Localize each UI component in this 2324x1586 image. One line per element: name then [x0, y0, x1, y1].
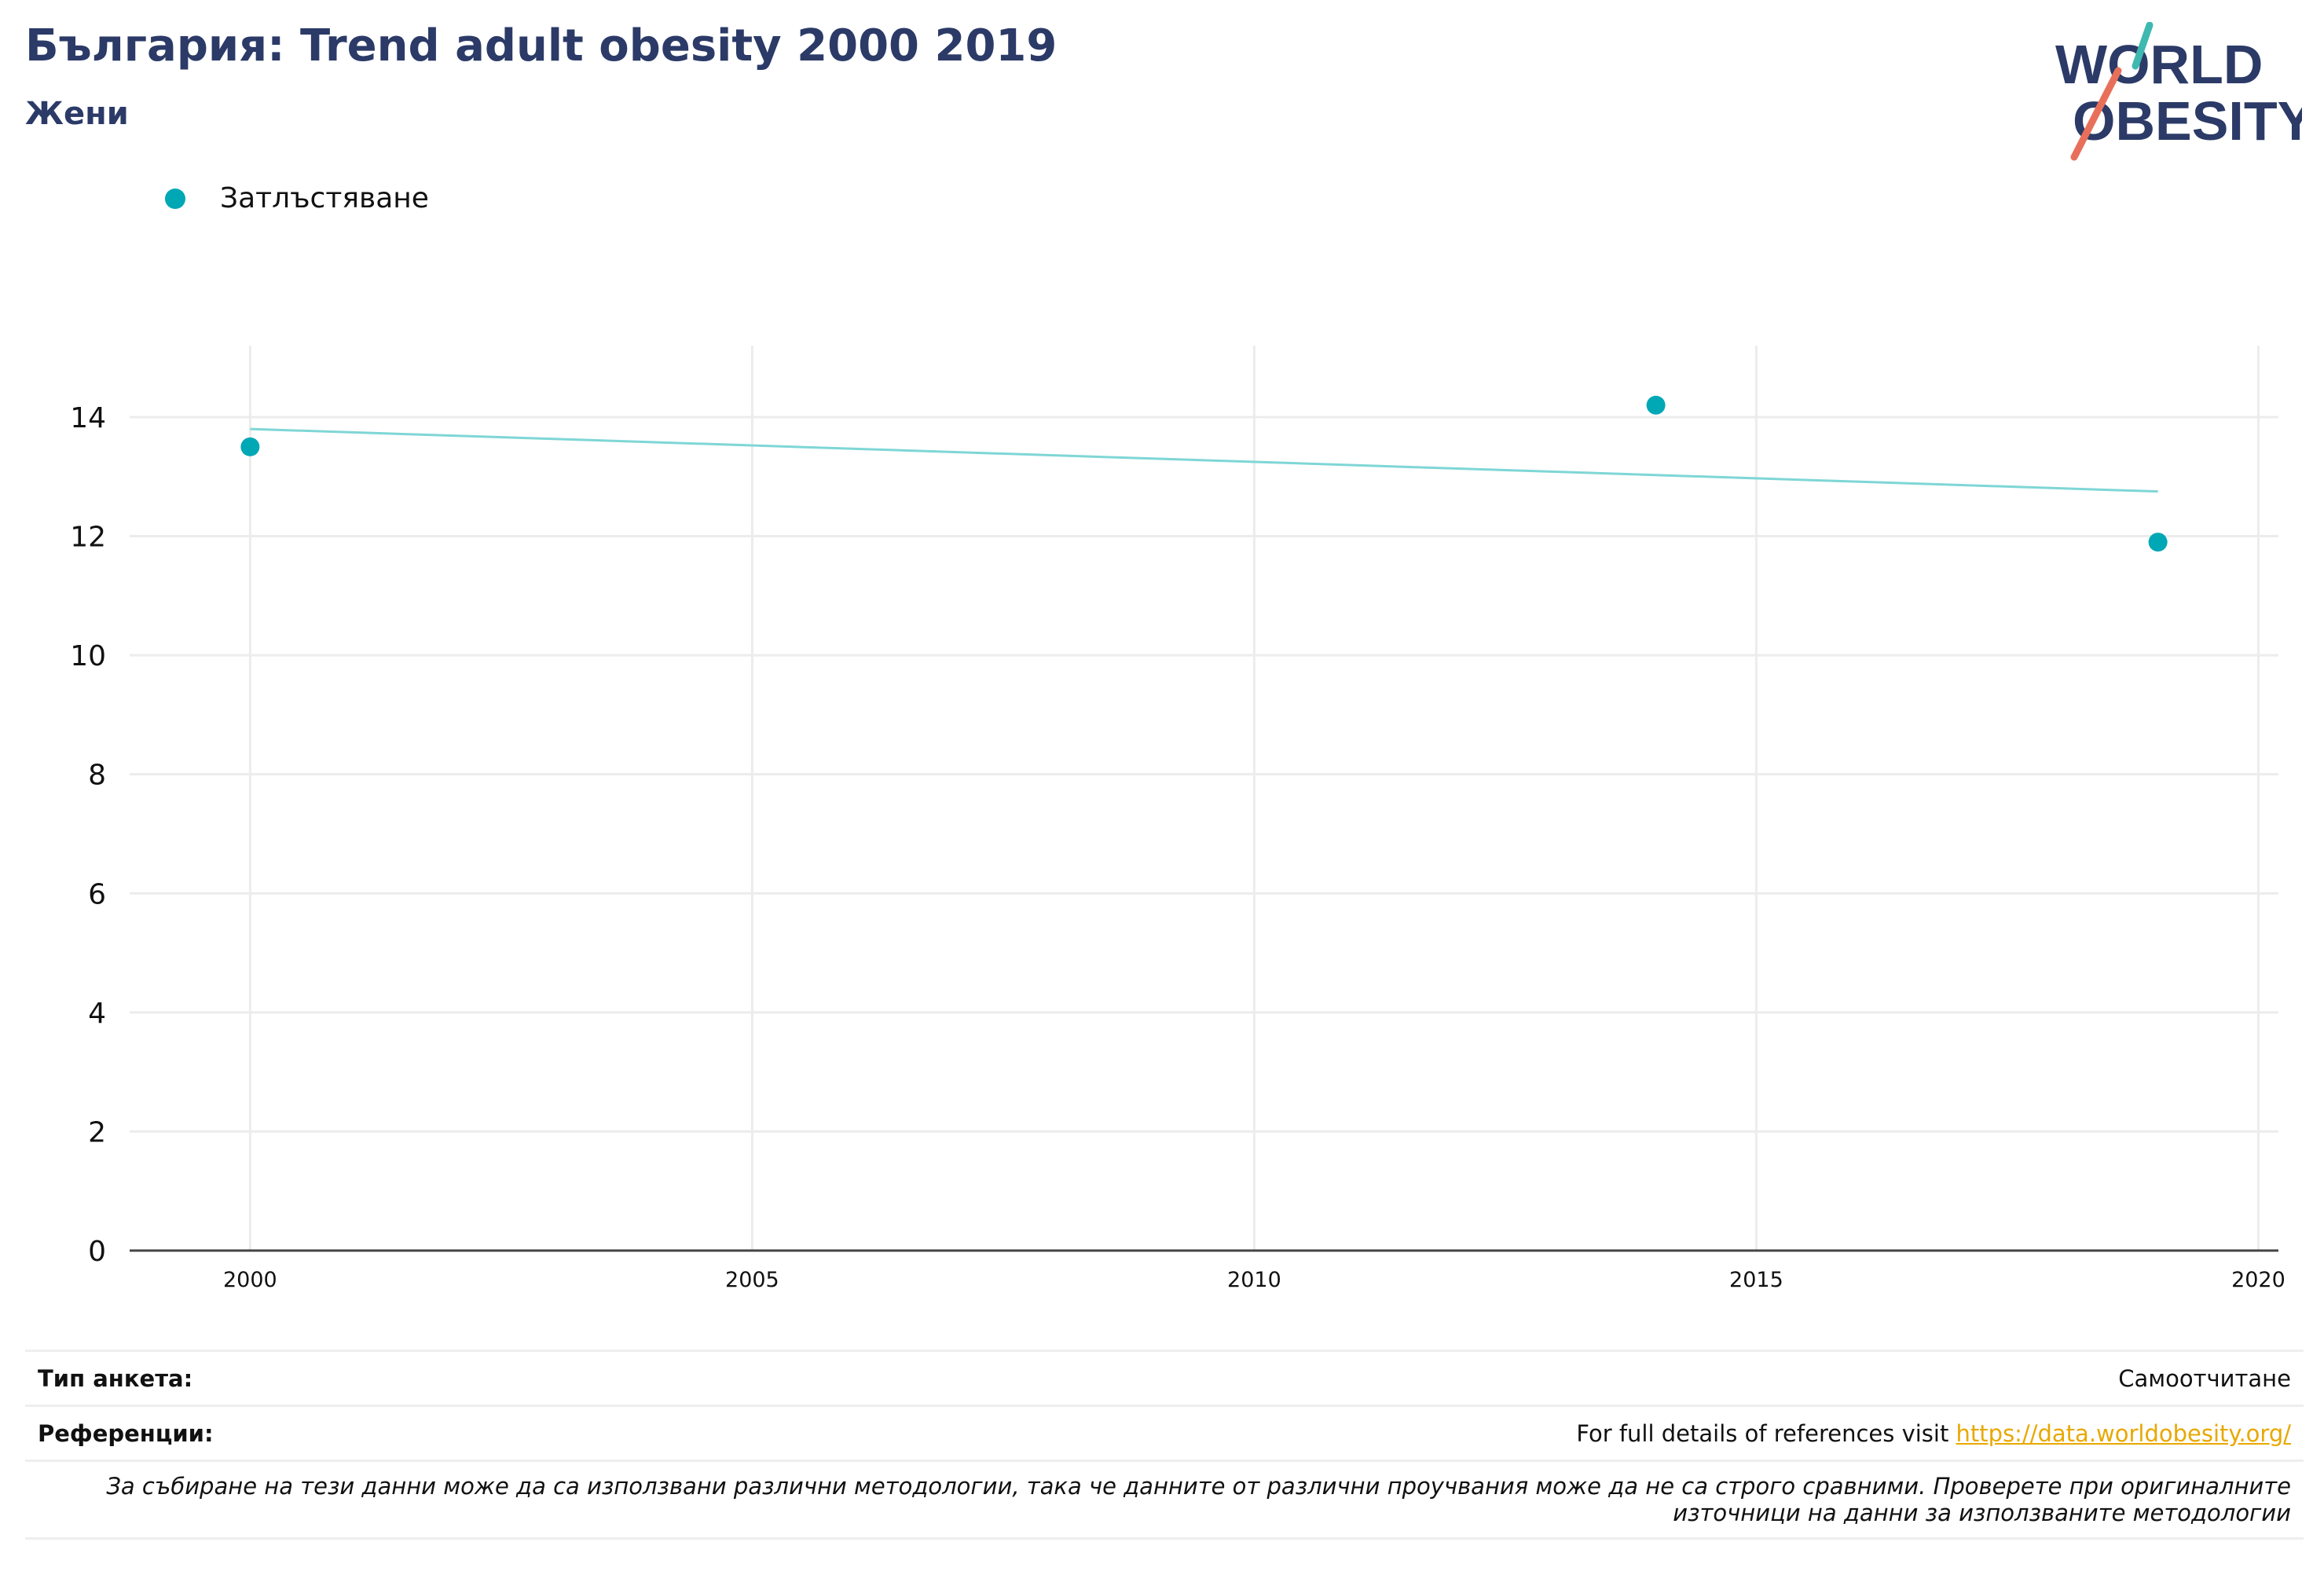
x-tick-label: 2005	[725, 1268, 779, 1292]
logo-word-obesity: OBESITY	[2073, 90, 2302, 152]
legend: Затлъстяване	[165, 182, 429, 214]
scatter-chart: 0 2 4 6 8 10 12 14 2000 2005 2010 2015 2020	[70, 346, 2286, 1292]
world-obesity-logo: WORLD OBESITY	[2055, 22, 2302, 161]
x-tick-label: 2010	[1227, 1268, 1281, 1292]
survey-type-value: Самоотчитане	[2118, 1364, 2291, 1392]
legend-marker	[165, 188, 185, 209]
references-value: For full details of references visit htt…	[1576, 1420, 2291, 1447]
logo-coral-stroke	[2070, 67, 2122, 161]
y-tick-label: 8	[88, 760, 106, 792]
y-tick-label: 2	[88, 1116, 106, 1148]
chart-title: България: Trend adult obesity 2000 2019	[25, 20, 1058, 71]
x-tick-label: 2015	[1729, 1268, 1783, 1292]
logo-teal-stroke	[2132, 22, 2154, 70]
trend-line	[250, 427, 2158, 493]
methodology-note: За събиране на тези данни може да са изп…	[25, 1460, 2304, 1540]
legend-label: Затлъстяване	[220, 182, 429, 214]
survey-type-label: Тип анкета:	[38, 1364, 193, 1392]
data-point	[240, 437, 260, 456]
survey-type-row: Тип анкета: Самоотчитане	[25, 1350, 2304, 1405]
x-tick-label: 2020	[2231, 1268, 2286, 1292]
data-point	[2148, 533, 2168, 552]
y-tick-label: 0	[88, 1236, 106, 1268]
references-text: For full details of references visit	[1576, 1419, 1956, 1447]
footer: Тип анкета: Самоотчитане Референции: For…	[25, 1350, 2304, 1540]
y-tick-label: 4	[88, 998, 106, 1030]
references-link[interactable]: https://data.worldobesity.org/	[1956, 1419, 2291, 1447]
y-tick-label: 14	[70, 402, 106, 434]
y-tick-label: 6	[88, 878, 106, 910]
x-tick-label: 2000	[223, 1268, 277, 1292]
chart-subtitle: Жени	[25, 96, 129, 132]
data-point	[1646, 395, 1666, 415]
references-row: Референции: For full details of referenc…	[25, 1405, 2304, 1460]
y-tick-label: 10	[70, 640, 106, 672]
references-label: Референции:	[38, 1419, 214, 1447]
logo-word-world: WORLD	[2055, 34, 2263, 95]
y-tick-label: 12	[70, 522, 106, 554]
